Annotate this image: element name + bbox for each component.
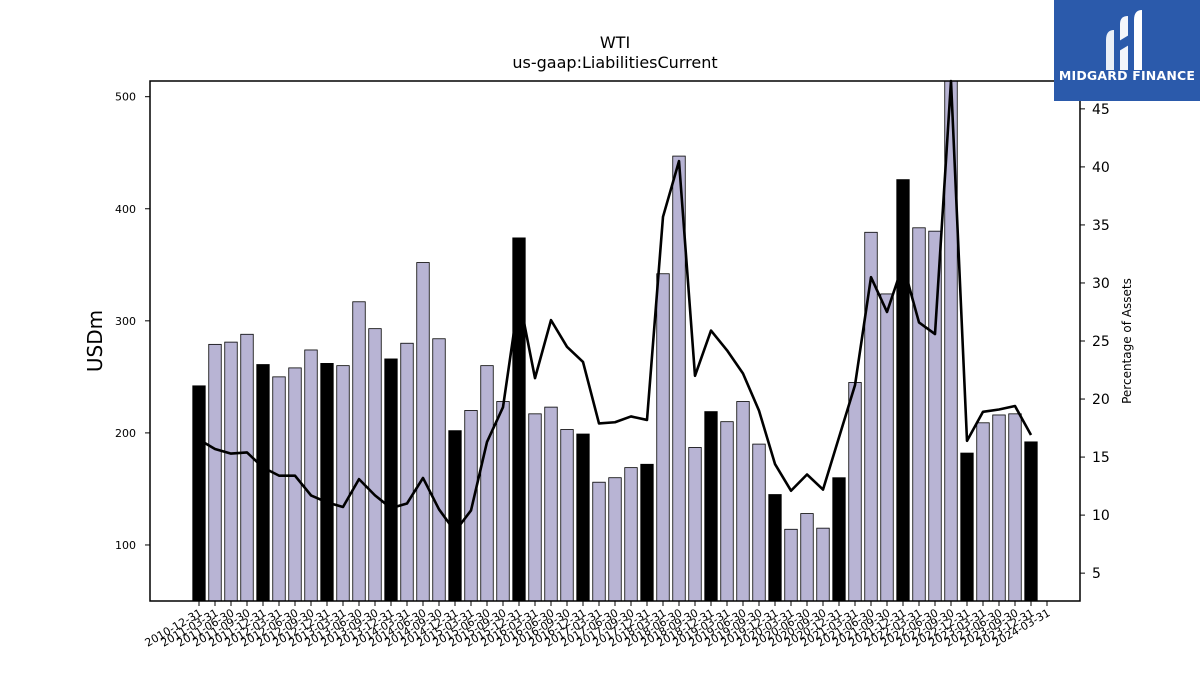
bar <box>608 477 622 602</box>
y2-tick-label: 15 <box>1092 450 1110 466</box>
y-tick-label: 300 <box>115 315 136 328</box>
bar <box>560 429 574 602</box>
y-axis-ticks: 100 200 300 400 500 <box>115 91 150 552</box>
bar <box>368 328 382 602</box>
bar <box>352 301 366 602</box>
bar <box>384 358 398 602</box>
bar <box>848 382 862 602</box>
bar <box>592 481 606 602</box>
y-axis-label: USDm <box>83 310 107 372</box>
bar <box>272 376 286 602</box>
bar <box>576 433 590 602</box>
bar <box>304 349 318 602</box>
y2-axis-ticks: 5 10 15 20 25 30 35 40 45 <box>1080 102 1110 582</box>
bar <box>448 430 462 602</box>
bar <box>208 343 222 602</box>
bar <box>832 477 846 602</box>
y2-tick-label: 45 <box>1092 102 1110 118</box>
bar <box>928 230 942 602</box>
bar <box>736 401 750 602</box>
plot-frame <box>149 80 1081 602</box>
bar <box>528 413 542 602</box>
bar <box>800 513 814 602</box>
y-tick-label: 400 <box>115 203 136 216</box>
line-path <box>198 79 1033 533</box>
y2-tick-label: 35 <box>1092 218 1110 234</box>
y2-tick-label: 40 <box>1092 160 1110 176</box>
bar <box>256 364 270 602</box>
chart-title: WTI <box>600 33 630 52</box>
brand-logo: MIDGARD FINANCE <box>1054 0 1200 101</box>
bar <box>976 422 990 602</box>
bar <box>432 338 446 602</box>
bar <box>960 452 974 602</box>
bar <box>416 262 430 602</box>
bar <box>1024 441 1038 602</box>
bar <box>1008 413 1022 602</box>
bar <box>624 467 638 602</box>
bar <box>320 363 334 602</box>
bar <box>224 341 238 602</box>
bar <box>288 367 302 602</box>
logo-mark-icon <box>1106 10 1142 70</box>
chart-subtitle: us-gaap:LiabilitiesCurrent <box>512 53 717 72</box>
y2-tick-label: 10 <box>1092 508 1110 524</box>
line-series <box>198 79 1033 533</box>
bar <box>688 447 702 602</box>
bar <box>192 385 206 602</box>
bar <box>656 273 670 602</box>
y2-axis-label: Percentage of Assets <box>1120 278 1134 404</box>
bar <box>336 365 350 602</box>
bar-series <box>192 80 1038 602</box>
bar <box>480 365 494 602</box>
y2-tick-label: 5 <box>1092 566 1101 582</box>
bar <box>496 401 510 602</box>
bar <box>912 227 926 602</box>
bar <box>512 237 526 602</box>
logo-text: MIDGARD FINANCE <box>1058 68 1196 83</box>
bar <box>640 463 654 602</box>
x-axis-ticks: 2010-12-312011-03-312011-06-302011-09-30… <box>143 601 1053 650</box>
bar <box>768 494 782 602</box>
bar <box>544 406 558 602</box>
bar <box>816 527 830 602</box>
y2-tick-label: 25 <box>1092 334 1110 350</box>
bar <box>704 411 718 602</box>
bar <box>992 414 1006 602</box>
bar <box>400 342 414 602</box>
y-tick-label: 500 <box>115 91 136 104</box>
bar <box>240 333 254 602</box>
bar <box>720 421 734 602</box>
bar <box>896 179 910 602</box>
y-tick-label: 200 <box>115 427 136 440</box>
bar <box>784 528 798 602</box>
y-tick-label: 100 <box>115 539 136 552</box>
bar <box>752 443 766 602</box>
y2-tick-label: 20 <box>1092 392 1110 408</box>
y2-tick-label: 30 <box>1092 276 1110 292</box>
bar <box>880 293 894 602</box>
